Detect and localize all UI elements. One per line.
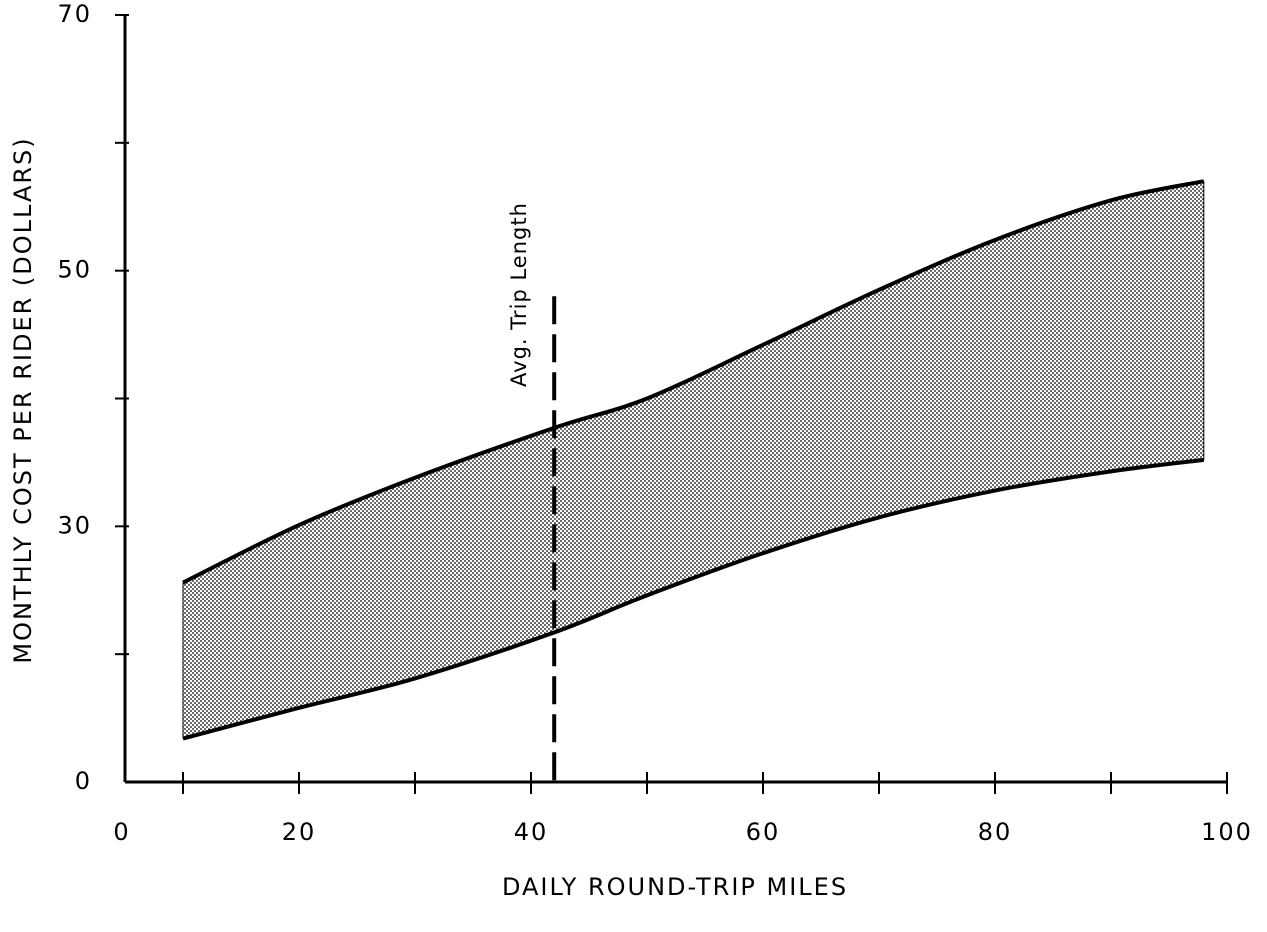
x-origin-label: 0 [113,818,130,846]
x-tick-label: 20 [282,818,317,846]
y-tick-label: 30 [57,511,92,539]
band-edge [182,179,1205,585]
x-tick-label: 80 [978,818,1013,846]
x-axis-label: DAILY ROUND-TRIP MILES [502,873,848,901]
y-origin-label: 0 [75,767,92,795]
x-tick-label: 40 [514,818,549,846]
band-fill [183,181,1204,739]
y-axis-label: MONTHLY COST PER RIDER (DOLLARS) [9,136,37,663]
band-edge [182,457,1205,741]
x-tick-label: 100 [1201,818,1253,846]
reference-label: Avg. Trip Length [507,202,531,387]
y-tick-label: 70 [57,0,92,28]
y-tick-label: 50 [57,256,92,284]
x-tick-label: 60 [746,818,781,846]
